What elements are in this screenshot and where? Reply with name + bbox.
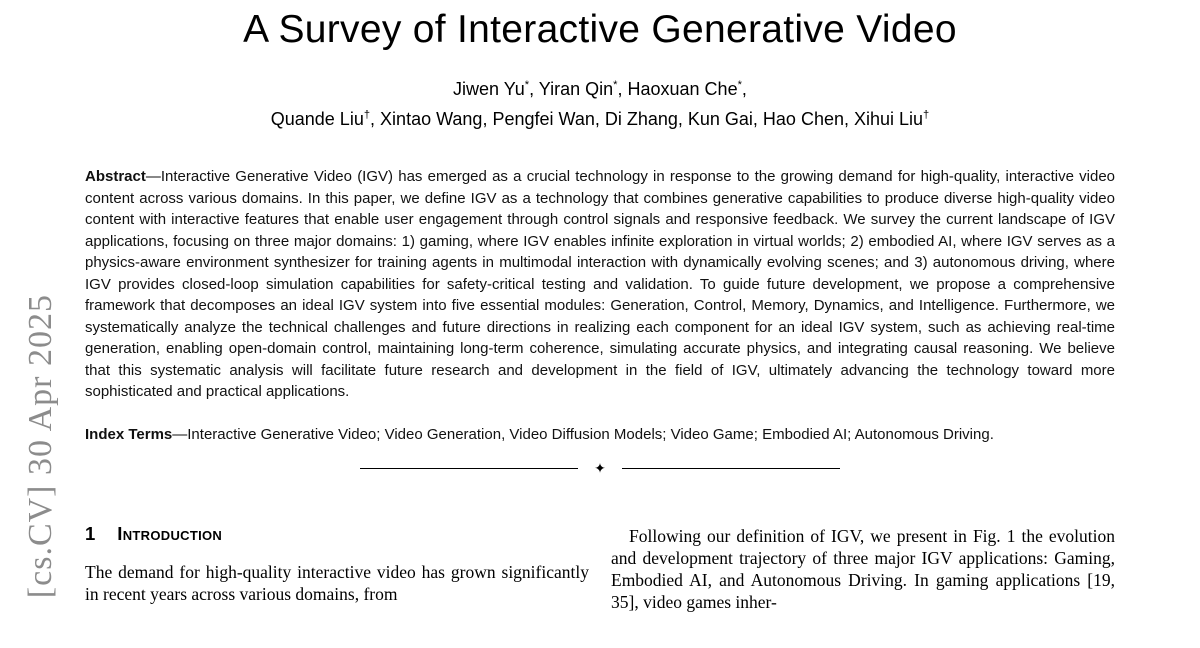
- right-column: Following our definition of IGV, we pres…: [611, 523, 1115, 613]
- author-line-1: Jiwen Yu*, Yiran Qin*, Haoxuan Che*,: [453, 79, 747, 99]
- author-line-2: Quande Liu†, Xintao Wang, Pengfei Wan, D…: [270, 109, 930, 129]
- left-column: 1 Introduction The demand for high-qualit…: [85, 523, 589, 613]
- two-column-body: 1 Introduction The demand for high-qualit…: [85, 523, 1115, 613]
- section-number: 1: [85, 523, 96, 544]
- section-separator: ✦: [0, 461, 1200, 475]
- title-block: A Survey of Interactive Generative Video…: [0, 8, 1200, 132]
- index-terms-paragraph: Index Terms—Interactive Generative Video…: [85, 424, 1115, 446]
- abstract-label: Abstract: [85, 168, 146, 185]
- section-heading: 1 Introduction: [85, 523, 589, 545]
- separator-line-right: [621, 467, 840, 469]
- intro-paragraph-left: The demand for high-quality interactive …: [85, 562, 589, 604]
- diamond-ornament: ✦: [594, 460, 606, 476]
- paper-title: A Survey of Interactive Generative Video: [243, 8, 957, 51]
- abstract-section: Abstract—Interactive Generative Video (I…: [85, 166, 1115, 445]
- intro-paragraph-right: Following our definition of IGV, we pres…: [611, 526, 1115, 612]
- separator-line-left: [360, 467, 579, 469]
- arxiv-watermark: [cs.CV] 30 Apr 2025: [22, 294, 59, 599]
- index-terms-text: —Interactive Generative Video; Video Gen…: [172, 425, 994, 443]
- abstract-paragraph: Abstract—Interactive Generative Video (I…: [85, 166, 1115, 403]
- section-title: Introduction: [117, 523, 223, 544]
- abstract-text: —Interactive Generative Video (IGV) has …: [85, 168, 1115, 400]
- index-terms-label: Index Terms: [85, 425, 173, 443]
